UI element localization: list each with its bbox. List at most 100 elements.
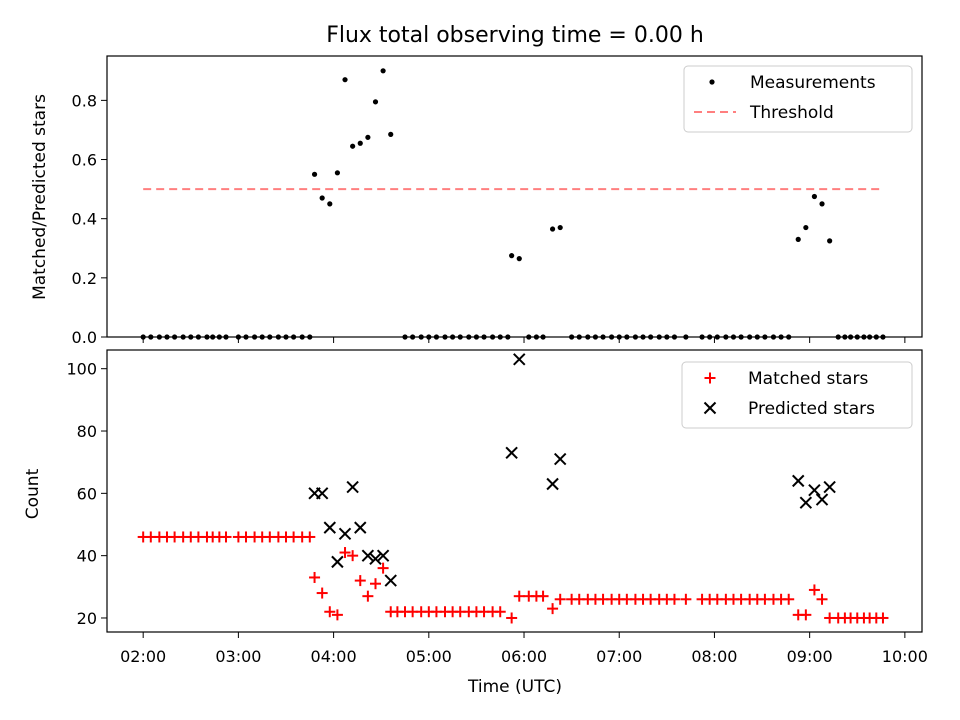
matched-point: [309, 571, 321, 583]
matched-point: [304, 531, 316, 543]
matched-point: [877, 612, 889, 624]
predicted-point: [808, 484, 821, 497]
x-tick-label: 03:00: [215, 647, 261, 666]
measurement-point: [811, 193, 818, 200]
measurement-point: [334, 170, 341, 176]
x-tick-label: 07:00: [596, 647, 642, 666]
predicted-point: [513, 353, 526, 366]
measurement-point: [795, 236, 801, 242]
measurement-point: [827, 238, 833, 244]
matched-point: [704, 372, 716, 384]
top-panel: Matched/Predicted stars 0.0 0.2 0.4 0.6 0.8 M…: [30, 55, 923, 347]
predicted-point: [369, 552, 382, 565]
measurement-point: [372, 99, 379, 105]
bottom-panel: Count Time (UTC) 20 40 60 80 100 02:00 03:00 04…: [23, 349, 928, 697]
y-tick-label: 20: [77, 609, 97, 628]
predicted-point: [323, 521, 336, 534]
matched-point: [316, 587, 328, 599]
x-tick-label: 05:00: [406, 647, 452, 666]
measurement-point: [311, 171, 318, 177]
bottom-xlabel: Time (UTC): [467, 677, 562, 697]
measurement-point: [380, 68, 386, 74]
legend-label: Threshold: [749, 103, 834, 123]
matched-point: [362, 590, 374, 602]
predicted-point: [546, 477, 559, 491]
predicted-point: [792, 474, 805, 488]
legend-frame: [681, 361, 913, 429]
y-tick-label: 0.8: [72, 91, 97, 110]
y-tick-label: 0.2: [72, 269, 97, 288]
y-tick-label: 0.6: [72, 151, 97, 170]
measurement-point: [327, 201, 333, 207]
matched-stars-series: [137, 531, 889, 624]
predicted-point: [703, 401, 717, 415]
measurement-point: [549, 226, 556, 232]
y-tick-label: 40: [77, 547, 97, 566]
y-tick-label: 60: [77, 484, 97, 503]
plot-frame: [106, 349, 923, 633]
predicted-point: [823, 480, 836, 494]
matched-point: [816, 593, 828, 605]
legend-label: Predicted stars: [748, 399, 875, 419]
x-tick-label: 10:00: [882, 647, 928, 666]
legend: Measurements Threshold: [683, 65, 913, 133]
predicted-point: [384, 574, 397, 587]
measurement-point: [350, 143, 356, 149]
predicted-point: [354, 521, 367, 534]
predicted-point: [553, 452, 567, 466]
bottom-ylabel: Count: [23, 468, 43, 519]
matched-point: [354, 575, 366, 587]
top-ylabel: Matched/Predicted stars: [30, 94, 50, 300]
predicted-point: [361, 549, 375, 562]
matched-point: [369, 578, 381, 590]
predicted-point: [505, 446, 518, 460]
matched-point: [783, 593, 795, 605]
legend-label: Measurements: [750, 73, 876, 93]
matched-point: [800, 609, 812, 621]
x-tick-label: 04:00: [311, 647, 357, 666]
plot-frame: [106, 55, 923, 338]
matched-point: [347, 550, 359, 562]
predicted-stars-series: [308, 353, 836, 587]
measurement-point: [819, 201, 825, 207]
matched-point: [808, 584, 820, 596]
measurement-point: [709, 79, 715, 85]
legend-label: Matched stars: [748, 369, 868, 389]
matched-point: [547, 603, 559, 615]
predicted-point: [815, 493, 829, 506]
predicted-point: [338, 527, 352, 541]
matched-point: [668, 593, 680, 605]
x-tick-label: 06:00: [501, 647, 547, 666]
measurement-point: [557, 224, 563, 231]
matched-point: [680, 593, 692, 605]
matched-point: [324, 606, 336, 618]
matched-point: [331, 609, 343, 621]
legend-frame: [683, 65, 913, 133]
measurement-point: [803, 224, 809, 231]
y-tick-label: 80: [77, 422, 97, 441]
matched-point: [220, 531, 232, 543]
matched-point: [377, 562, 389, 574]
matched-point: [513, 590, 525, 602]
predicted-point: [799, 496, 813, 509]
predicted-point: [376, 549, 390, 562]
matched-point: [537, 590, 549, 602]
predicted-point: [315, 487, 329, 500]
measurement-point: [342, 77, 348, 83]
measurement-point: [516, 256, 522, 262]
measurement-point: [509, 253, 515, 259]
measurement-point: [357, 140, 363, 146]
measurement-point: [388, 131, 394, 137]
measurement-point: [365, 134, 371, 140]
x-tick-label: 08:00: [691, 647, 737, 666]
y-tick-label: 100: [66, 360, 97, 379]
x-tick-label: 09:00: [787, 647, 833, 666]
matched-point: [339, 547, 351, 559]
matched-point: [554, 593, 566, 605]
chart-title: Flux total observing time = 0.00 h: [326, 23, 704, 48]
y-tick-label: 0.0: [72, 328, 97, 347]
matched-point: [506, 612, 518, 624]
matched-point: [494, 606, 506, 618]
measurement-point: [319, 195, 325, 201]
